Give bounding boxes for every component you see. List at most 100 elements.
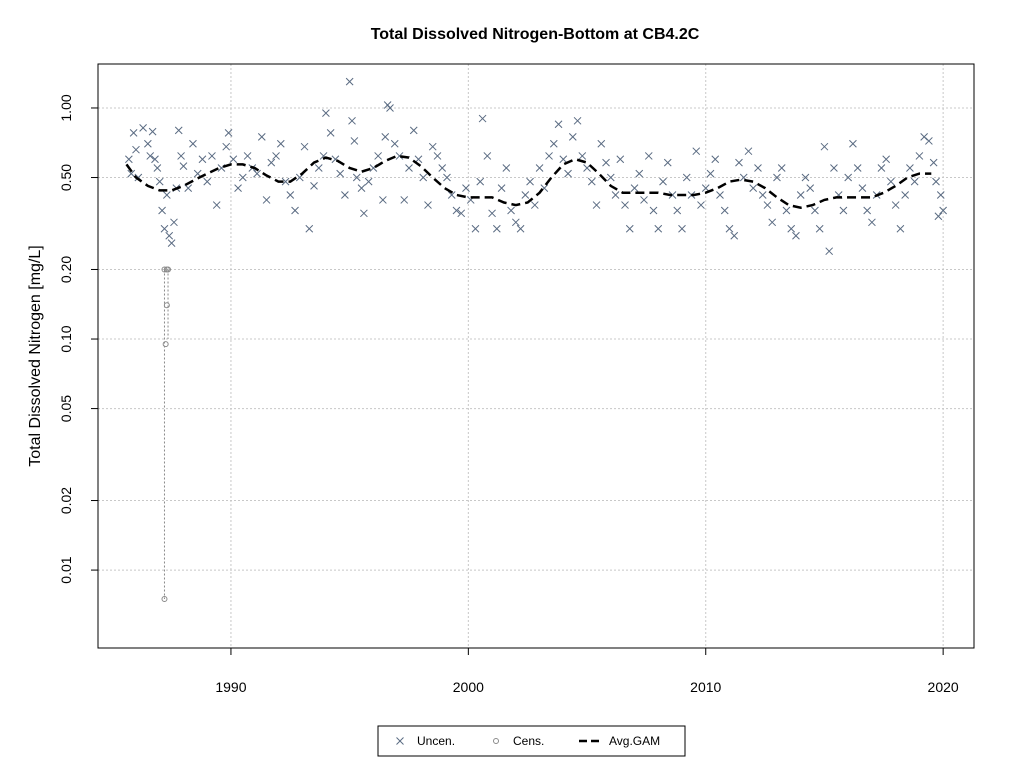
uncen-point <box>203 177 212 186</box>
uncen-point <box>530 201 539 209</box>
x-stroke <box>222 142 231 151</box>
x-stroke <box>877 164 886 172</box>
uncen-point <box>815 224 824 233</box>
uncen-point <box>763 201 772 209</box>
x-stroke <box>744 147 753 156</box>
x-stroke <box>134 173 143 182</box>
x-stroke <box>920 132 928 141</box>
x-stroke <box>476 177 485 186</box>
x-stroke <box>170 218 178 227</box>
x-stroke <box>554 120 563 129</box>
cens-point <box>163 302 170 309</box>
x-stroke <box>314 164 323 172</box>
x-stroke <box>606 173 615 182</box>
x-stroke <box>198 155 207 164</box>
x-stroke <box>564 169 572 178</box>
uncen-point <box>758 191 767 199</box>
uncen-point <box>198 155 207 164</box>
uncen-point <box>578 152 587 160</box>
x-stroke <box>331 155 340 164</box>
uncen-point <box>428 142 437 151</box>
x-stroke <box>132 145 140 154</box>
x-stroke <box>189 139 197 148</box>
x-stroke <box>849 139 857 148</box>
uncen-point <box>925 137 933 145</box>
x-stroke <box>768 218 777 227</box>
plot-frame <box>97 63 975 649</box>
x-tick-label: 2020 <box>928 679 959 695</box>
x-stroke <box>587 177 596 186</box>
x-stroke <box>825 247 834 256</box>
uncen-point <box>234 184 242 192</box>
uncen-point <box>882 155 891 164</box>
uncen-point <box>174 126 183 135</box>
x-stroke <box>319 152 328 160</box>
x-stroke <box>578 152 587 160</box>
uncen-point <box>151 155 159 164</box>
x-stroke <box>438 164 447 172</box>
x-stroke <box>868 218 876 227</box>
x-stroke <box>507 206 515 215</box>
uncen-point <box>502 164 511 172</box>
x-stroke <box>530 201 539 209</box>
uncen-point <box>291 206 299 215</box>
uncen-point <box>744 147 753 156</box>
x-stroke <box>830 164 838 172</box>
uncen-point <box>497 184 506 192</box>
x-stroke <box>796 191 805 199</box>
uncen-point <box>286 191 295 199</box>
uncen-point <box>381 132 390 141</box>
uncen-point <box>177 152 185 160</box>
x-stroke <box>934 212 943 221</box>
x-stroke <box>395 152 404 160</box>
x-stroke <box>125 155 133 164</box>
x-tick-label: 1990 <box>215 679 246 695</box>
uncen-point <box>573 116 582 125</box>
uncen-point <box>630 184 639 192</box>
x-stroke <box>716 191 724 199</box>
uncen-point <box>419 173 428 182</box>
uncen-point <box>507 206 515 215</box>
x-stroke <box>839 206 848 215</box>
x-stroke <box>526 177 534 186</box>
x-stroke <box>782 206 791 215</box>
y-axis: 0.01 0.02 0.05 0.10 0.20 0.50 1.00 <box>58 94 98 584</box>
uncen-point <box>310 182 318 190</box>
uncen-point <box>424 201 432 209</box>
uncen-point <box>701 184 710 192</box>
x-stroke <box>452 206 461 215</box>
uncen-point <box>697 201 705 209</box>
uncen-point <box>212 201 221 209</box>
uncen-point <box>390 139 399 148</box>
uncen-point <box>616 155 625 164</box>
x-stroke <box>792 231 800 240</box>
uncen-point <box>336 169 344 178</box>
uncen-point <box>409 126 418 135</box>
uncen-point <box>272 152 280 160</box>
x-stroke <box>336 169 344 178</box>
x-stroke <box>611 191 620 199</box>
uncen-point <box>891 201 900 209</box>
uncen-point <box>668 191 677 199</box>
x-stroke <box>483 152 492 160</box>
uncen-point <box>257 132 266 141</box>
uncen-point <box>364 177 373 186</box>
x-tick-label: 2000 <box>453 679 484 695</box>
x-stroke <box>811 206 819 215</box>
x-stroke <box>267 158 276 167</box>
uncen-point <box>640 196 648 204</box>
uncen-point <box>511 218 520 227</box>
x-axis: 1990 2000 2010 2020 <box>215 648 959 695</box>
x-tick-label: 2010 <box>690 679 721 695</box>
uncen-point <box>395 152 404 160</box>
x-stroke <box>806 184 815 192</box>
uncen-point <box>915 152 924 160</box>
uncen-point <box>654 224 663 233</box>
cens-point <box>165 266 172 273</box>
x-stroke <box>925 137 933 145</box>
uncen-point <box>253 169 261 178</box>
x-stroke <box>901 191 910 199</box>
x-stroke <box>212 201 221 209</box>
uncen-point <box>901 191 910 199</box>
uncen-point <box>139 124 147 132</box>
